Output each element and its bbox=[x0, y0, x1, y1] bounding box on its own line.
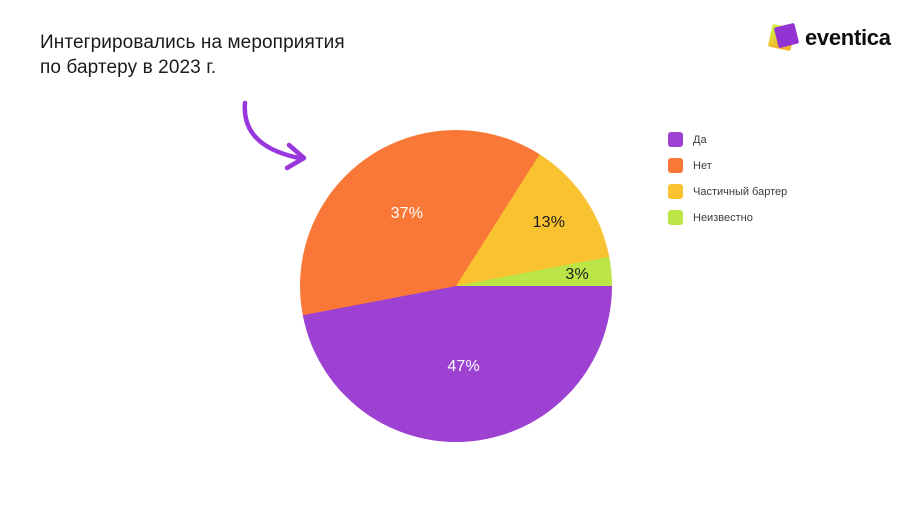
legend-item-da: Да bbox=[668, 132, 787, 147]
eventica-logo: eventica bbox=[767, 21, 891, 55]
legend-label-unknown: Неизвестно bbox=[693, 211, 753, 224]
legend-item-partial-barter: Частичный бартер bbox=[668, 184, 787, 199]
eventica-logo-icon bbox=[767, 21, 802, 55]
chart-title-line2: по бартеру в 2023 г. bbox=[40, 57, 217, 78]
pie-slice-value-label: 37% bbox=[390, 204, 424, 222]
pie-chart: 47% 37% 13% 3% bbox=[300, 130, 612, 442]
legend-label-partial-barter: Частичный бартер bbox=[693, 185, 788, 198]
curved-arrow-icon bbox=[242, 100, 307, 171]
pie-slice-value-label: 3% bbox=[565, 265, 589, 283]
legend: Да Нет Частичный бартер Неизвестно bbox=[668, 132, 787, 236]
legend-swatch-net bbox=[668, 158, 683, 173]
pie-slice-value-label: 47% bbox=[447, 357, 480, 375]
legend-swatch-da bbox=[668, 132, 683, 147]
chart-title-line1: Интегрировались на мероприятия bbox=[40, 32, 345, 53]
legend-label-net: Нет bbox=[693, 159, 712, 172]
legend-item-unknown: Неизвестно bbox=[668, 210, 787, 225]
pie-slice-value-label: 13% bbox=[532, 213, 566, 231]
chart-title: Интегрировались на мероприятия по бартер… bbox=[40, 30, 345, 80]
logo-square-front bbox=[773, 22, 800, 49]
legend-swatch-partial-barter bbox=[668, 184, 683, 199]
legend-swatch-unknown bbox=[668, 210, 683, 225]
eventica-logo-text: eventica bbox=[805, 25, 891, 50]
legend-label-da: Да bbox=[693, 133, 707, 146]
legend-item-net: Нет bbox=[668, 158, 787, 173]
